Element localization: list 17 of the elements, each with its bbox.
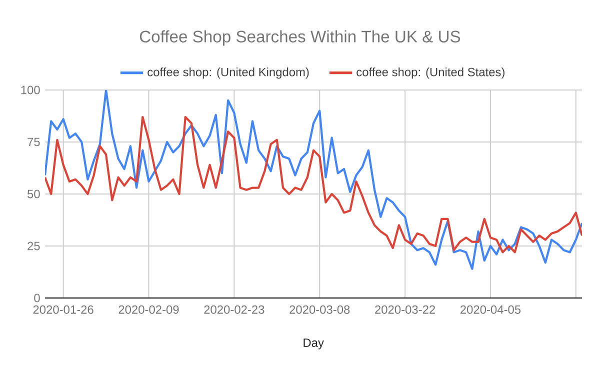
chart-title: Coffee Shop Searches Within The UK & US: [140, 30, 460, 46]
x-tick-label: 2020-03-22: [375, 305, 435, 314]
x-axis-title: Day: [304, 338, 324, 350]
legend-label: coffee shop: (United Kingdom): [148, 68, 309, 79]
y-tick-label: 25: [28, 242, 40, 250]
y-tick-label: 75: [28, 138, 40, 146]
x-tick-label: 2020-02-09: [118, 305, 179, 314]
y-tick-label: 100: [21, 86, 40, 94]
x-tick-label: 2020-02-23: [204, 305, 264, 314]
legend-label: coffee shop: (United States): [356, 68, 504, 79]
y-tick-label: 50: [27, 190, 40, 198]
line-series: [45, 116, 582, 254]
y-tick-label: 0: [34, 294, 40, 302]
x-tick-label: 2020-01-26: [33, 305, 94, 314]
x-tick-label: 2020-04-05: [460, 305, 521, 314]
x-tick-label: 2020-03-08: [290, 305, 350, 314]
line-series: [45, 90, 582, 270]
